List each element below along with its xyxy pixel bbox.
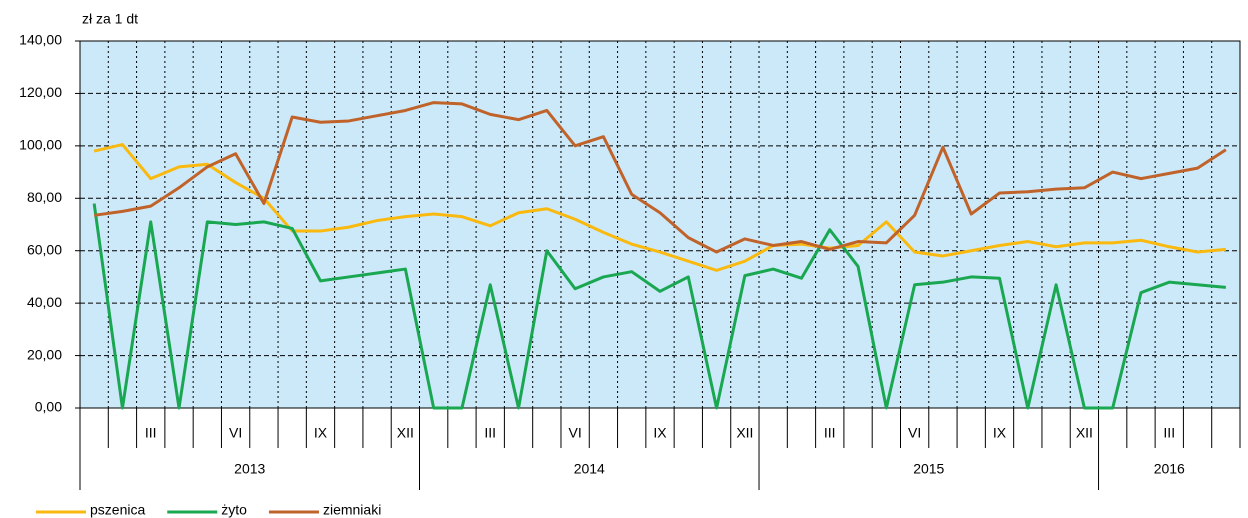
year-label: 2015 xyxy=(913,461,944,477)
y-tick-label: 0,00 xyxy=(35,399,62,415)
year-label: 2014 xyxy=(574,461,605,477)
y-tick-label: 80,00 xyxy=(27,189,62,205)
series-line xyxy=(93,143,1226,272)
y-tick-label: 100,00 xyxy=(19,137,62,153)
x-tick-label: XII xyxy=(397,425,414,441)
x-tick-label: IX xyxy=(653,425,667,441)
series-line xyxy=(93,101,1227,254)
y-axis-label: zł za 1 dt xyxy=(82,11,138,27)
x-tick-label: VI xyxy=(908,425,921,441)
legend-label: żyto xyxy=(221,502,247,518)
y-tick-label: 60,00 xyxy=(27,241,62,257)
year-label: 2013 xyxy=(234,461,265,477)
x-tick-label: III xyxy=(145,425,157,441)
series-line xyxy=(92,203,1226,410)
y-tick-label: 140,00 xyxy=(19,32,62,48)
year-label: 2016 xyxy=(1154,461,1185,477)
x-tick-label: IX xyxy=(314,425,328,441)
y-tick-label: 120,00 xyxy=(19,84,62,100)
y-tick-label: 20,00 xyxy=(27,346,62,362)
x-tick-label: III xyxy=(484,425,496,441)
x-tick-label: XII xyxy=(736,425,753,441)
x-tick-label: VI xyxy=(569,425,582,441)
x-tick-label: III xyxy=(824,425,836,441)
legend-label: pszenica xyxy=(90,502,145,518)
plot-area xyxy=(79,40,1241,409)
x-tick-label: XII xyxy=(1076,425,1093,441)
x-tick-label: VI xyxy=(229,425,242,441)
x-tick-label: III xyxy=(1163,425,1175,441)
x-tick-label: IX xyxy=(993,425,1007,441)
legend-label: ziemniaki xyxy=(323,502,381,518)
y-tick-label: 40,00 xyxy=(27,294,62,310)
